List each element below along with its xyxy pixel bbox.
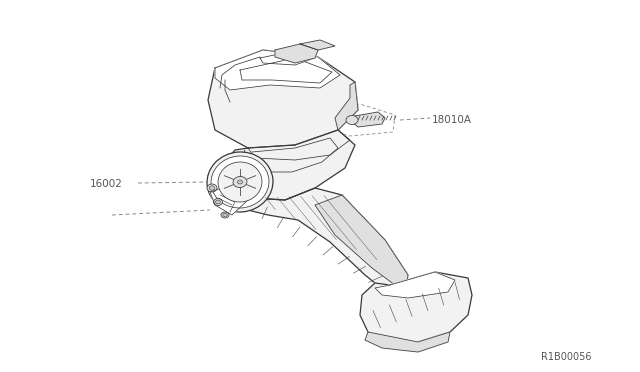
Polygon shape xyxy=(375,272,455,298)
Polygon shape xyxy=(248,130,350,160)
Ellipse shape xyxy=(207,184,217,192)
Polygon shape xyxy=(300,40,335,50)
Polygon shape xyxy=(248,188,408,295)
Ellipse shape xyxy=(211,156,269,208)
Polygon shape xyxy=(360,272,472,342)
Ellipse shape xyxy=(237,180,243,184)
Ellipse shape xyxy=(346,115,358,125)
Polygon shape xyxy=(315,195,408,290)
Polygon shape xyxy=(335,82,358,130)
Polygon shape xyxy=(365,332,450,352)
Polygon shape xyxy=(275,44,318,63)
Ellipse shape xyxy=(223,214,227,217)
Ellipse shape xyxy=(207,152,273,212)
Ellipse shape xyxy=(209,186,215,190)
Text: 16002: 16002 xyxy=(90,179,123,189)
Polygon shape xyxy=(208,50,358,148)
Polygon shape xyxy=(210,185,250,215)
Polygon shape xyxy=(215,50,340,90)
Ellipse shape xyxy=(233,176,247,187)
Ellipse shape xyxy=(214,199,223,205)
Text: 18010A: 18010A xyxy=(432,115,472,125)
Ellipse shape xyxy=(218,162,262,202)
Text: R1B00056: R1B00056 xyxy=(541,352,592,362)
Polygon shape xyxy=(225,130,355,200)
Ellipse shape xyxy=(216,200,220,204)
Polygon shape xyxy=(352,112,385,127)
Ellipse shape xyxy=(221,212,229,218)
